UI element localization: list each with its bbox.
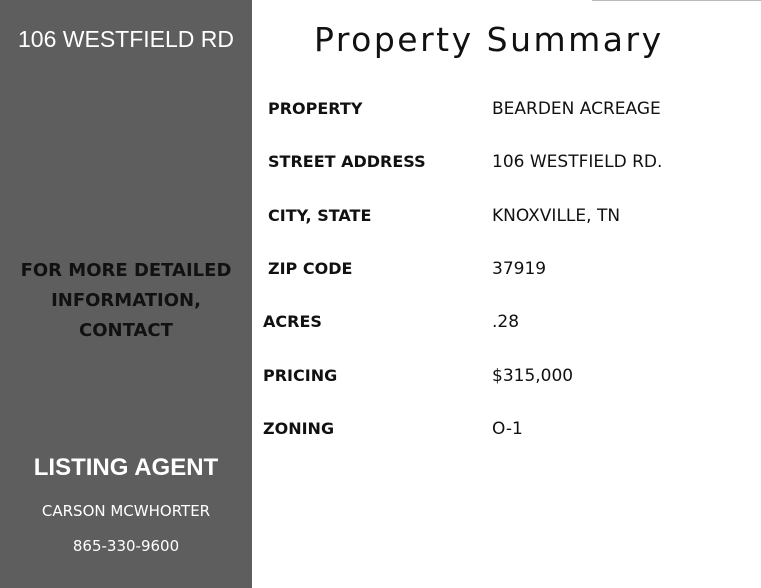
row-value: KNOXVILLE, TN xyxy=(492,206,621,226)
row-label: PROPERTY xyxy=(268,99,363,118)
row-value: 106 WESTFIELD RD. xyxy=(492,152,663,172)
row-label: CITY, STATE xyxy=(268,206,372,225)
row-value: .28 xyxy=(492,312,520,332)
contact-note: FOR MORE DETAILED INFORMATION, CONTACT xyxy=(20,260,232,341)
row-value: BEARDEN ACREAGE xyxy=(492,99,661,119)
agent-phone: 865-330-9600 xyxy=(72,537,180,555)
row-label: ACRES xyxy=(263,312,322,331)
row-label: STREET ADDRESS xyxy=(268,152,426,171)
title: Property Summary xyxy=(314,20,664,59)
divider xyxy=(592,0,761,1)
row-value: 37919 xyxy=(492,259,547,279)
row-value: O-1 xyxy=(492,419,523,439)
address: 106 WESTFIELD RD xyxy=(18,26,234,52)
row-label: ZIP CODE xyxy=(268,259,353,278)
row-value: $315,000 xyxy=(492,366,574,386)
agent-name: CARSON MCWHORTER xyxy=(41,502,211,520)
sidebar xyxy=(0,0,252,588)
agent-heading: LISTING AGENT xyxy=(33,454,219,481)
row-label: ZONING xyxy=(263,419,335,438)
row-label: PRICING xyxy=(263,366,338,385)
